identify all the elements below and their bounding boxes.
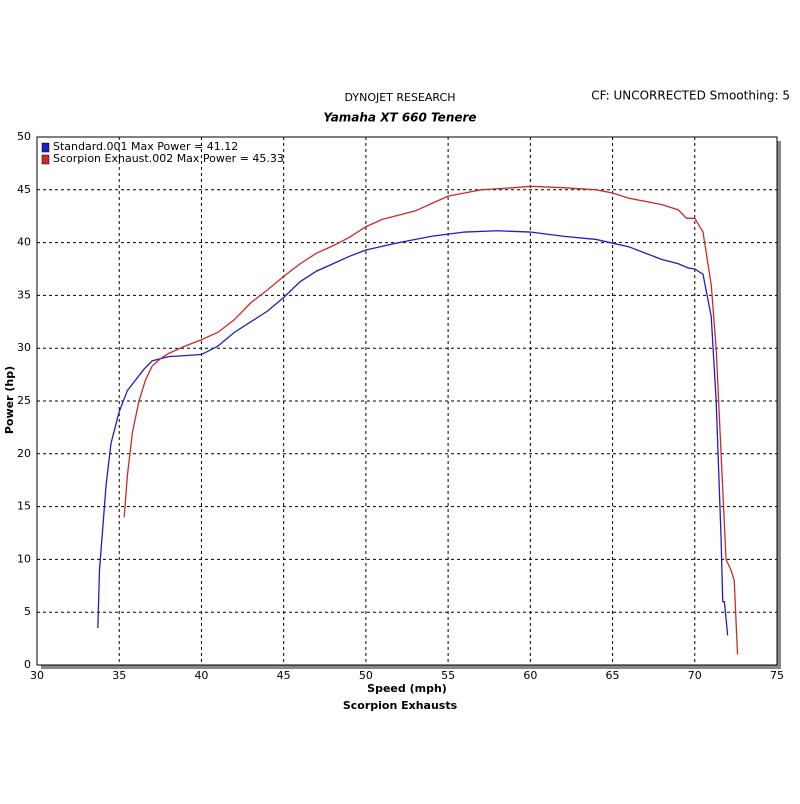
legend-label: Standard.001 Max Power = 41.12	[53, 140, 238, 153]
y-tick-label: 45	[17, 183, 31, 196]
x-axis-label: Speed (mph)	[367, 682, 447, 695]
x-tick-label: 70	[688, 669, 702, 682]
legend-swatch	[41, 142, 50, 153]
series-line	[97, 230, 729, 636]
note: CF: UNCORRECTED Smoothing: 5	[591, 89, 790, 103]
x-tick-label: 65	[606, 669, 620, 682]
footer: Scorpion Exhausts	[343, 699, 458, 712]
y-tick-label: 40	[17, 236, 31, 249]
y-tick-label: 20	[17, 447, 31, 460]
x-tick-label: 50	[359, 669, 373, 682]
chart-title: Yamaha XT 660 Tenere	[323, 111, 476, 125]
y-axis-label: Power (hp)	[3, 366, 16, 434]
y-tick-label: 10	[17, 552, 31, 565]
y-tick-label: 50	[17, 130, 31, 143]
y-tick-label: 35	[17, 288, 31, 301]
plot-area	[36, 136, 778, 666]
x-tick-label: 35	[112, 669, 126, 682]
x-tick-label: 60	[523, 669, 537, 682]
y-tick-label: 30	[17, 341, 31, 354]
x-tick-label: 55	[441, 669, 455, 682]
y-tick-label: 25	[17, 394, 31, 407]
header: DYNOJET RESEARCH	[345, 91, 456, 104]
x-tick-label: 40	[194, 669, 208, 682]
legend-swatch	[41, 154, 50, 165]
x-tick-label: 30	[30, 669, 44, 682]
x-tick-label: 45	[277, 669, 291, 682]
y-tick-label: 0	[24, 658, 31, 671]
x-tick-label: 75	[770, 669, 784, 682]
y-tick-label: 5	[24, 605, 31, 618]
series-line	[123, 185, 739, 655]
legend-label: Scorpion Exhaust.002 Max Power = 45.33	[53, 152, 284, 165]
y-tick-label: 15	[17, 500, 31, 513]
